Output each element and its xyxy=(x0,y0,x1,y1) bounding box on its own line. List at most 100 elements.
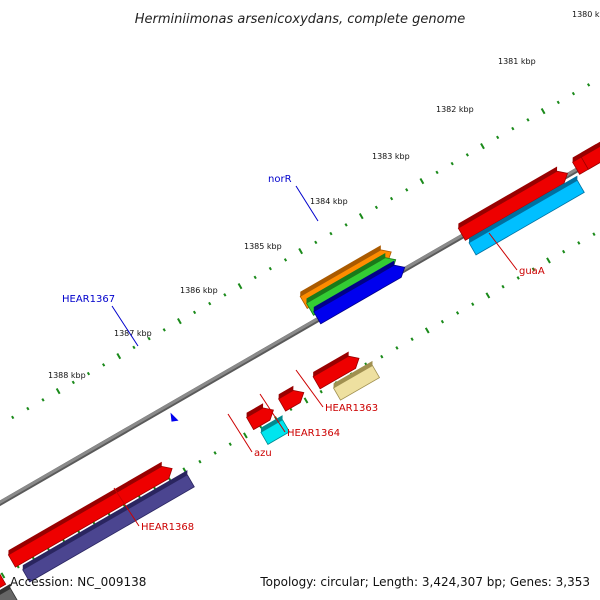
gene-label[interactable]: HEAR1367 xyxy=(62,294,115,305)
feature-body xyxy=(457,170,569,241)
scale-dot xyxy=(465,153,469,157)
scale-dot xyxy=(208,301,212,306)
feature-bevel xyxy=(0,583,11,595)
feature-edge-red[interactable] xyxy=(0,567,7,590)
scale-dot xyxy=(228,442,232,446)
tick-label: 1387 kbp xyxy=(114,329,152,338)
scale-dot xyxy=(540,108,546,115)
scale-dot xyxy=(450,161,454,166)
leader-line xyxy=(113,487,140,527)
feature-body xyxy=(312,355,360,390)
feature-bevel xyxy=(246,403,264,418)
feature-body xyxy=(278,389,305,412)
feature-body xyxy=(332,364,381,401)
feature-hear1364[interactable] xyxy=(278,385,305,412)
feature-hear1368-ortholog[interactable] xyxy=(22,470,195,583)
scale-dot xyxy=(435,170,439,175)
gene-label[interactable]: HEAR1363 xyxy=(325,403,378,414)
tick-label: 1383 kbp xyxy=(372,152,410,161)
gene-label[interactable]: HEAR1368 xyxy=(141,522,194,533)
leader-line xyxy=(488,232,518,271)
scale-dot xyxy=(177,318,182,325)
tick-label: 1380 kbp xyxy=(572,10,600,19)
gene-label[interactable]: guaA xyxy=(519,266,545,277)
feature-bevel xyxy=(333,360,373,388)
scale-dot xyxy=(496,135,500,140)
scale-dot xyxy=(237,283,243,290)
scale-dot xyxy=(243,432,248,439)
feature-guaA[interactable] xyxy=(457,166,569,241)
scale-dot xyxy=(26,406,30,411)
feature-azu[interactable] xyxy=(246,403,274,431)
feature-bevel xyxy=(8,461,162,555)
accession-text: Accession: NC_009138 xyxy=(10,575,147,589)
feature-body xyxy=(22,474,195,583)
leader-line xyxy=(295,369,324,408)
scale-dot xyxy=(405,188,409,192)
scale-dot xyxy=(102,363,106,367)
scale-dot xyxy=(511,126,515,131)
feature-hear1363[interactable] xyxy=(312,351,360,390)
feature-bevel xyxy=(469,175,578,243)
scale-dot xyxy=(314,240,318,245)
leader-line xyxy=(111,305,139,347)
scale-dot xyxy=(592,232,596,236)
scale-dot xyxy=(198,459,202,464)
scale-dot xyxy=(162,328,166,332)
scale-dot xyxy=(116,353,122,360)
feature-hear1363-ortholog[interactable] xyxy=(332,360,381,401)
tick-label: 1385 kbp xyxy=(244,242,282,251)
scale-dot xyxy=(526,118,530,122)
scale-dot xyxy=(577,241,581,245)
scale-dot xyxy=(253,275,257,280)
feature-bevel xyxy=(313,260,395,312)
scale-ticks: 1380 kbp 1381 kbp 1382 kbp 1383 kbp 1384 kbp… xyxy=(0,10,600,579)
scale-dot xyxy=(344,223,348,227)
scale-dot xyxy=(471,302,475,306)
scale-dot xyxy=(501,284,505,289)
scale-dot xyxy=(0,572,6,579)
scale-dot xyxy=(11,415,15,420)
map-title: Herminiimonas arsenicoxydans, complete g… xyxy=(135,12,465,27)
feature-hear1367[interactable] xyxy=(170,412,179,422)
feature-bevel xyxy=(278,385,294,399)
scale-dot xyxy=(41,398,45,402)
scale-dot xyxy=(531,267,535,271)
feature-bevel xyxy=(306,253,386,304)
feature-bevel xyxy=(581,141,600,158)
feature-track xyxy=(0,132,600,600)
scale-dot xyxy=(213,451,217,455)
leader-line xyxy=(227,413,253,453)
scale-dot xyxy=(358,213,364,220)
gene-label[interactable]: HEAR1364 xyxy=(287,428,340,439)
scale-dot xyxy=(86,371,91,376)
leader-line xyxy=(295,185,319,222)
scale-dot xyxy=(395,346,399,350)
tick-label: 1386 kbp xyxy=(180,286,218,295)
scale-dot xyxy=(556,100,560,105)
tick-label: 1381 kbp xyxy=(498,57,536,66)
topology-summary: Topology: circular; Length: 3,424,307 bp… xyxy=(260,575,590,589)
feature-far-red[interactable] xyxy=(580,132,600,170)
scale-dot xyxy=(380,354,384,359)
gene-label[interactable]: azu xyxy=(254,448,272,459)
scale-dot xyxy=(455,311,460,315)
feature-bevel xyxy=(458,166,558,229)
gene-label[interactable]: norR xyxy=(268,174,292,185)
scale-dot xyxy=(485,292,491,299)
scale-dot xyxy=(440,319,445,324)
tick-label: 1388 kbp xyxy=(48,371,86,380)
feature-body xyxy=(0,587,18,600)
feature-body xyxy=(246,407,274,431)
scale-dot xyxy=(223,293,227,297)
scale-dot xyxy=(298,248,304,255)
feature-hear1368[interactable] xyxy=(7,461,173,568)
scale-dot xyxy=(329,231,333,236)
feature-norR-blue[interactable] xyxy=(313,260,406,325)
scale-dot xyxy=(147,336,151,341)
scale-dot xyxy=(419,178,425,185)
feature-edge-grey[interactable] xyxy=(0,583,18,600)
gene-labels: norR HEAR1367 guaA HEAR1363 HEAR1364 azu HEAR1… xyxy=(62,174,545,533)
feature-guaA-ortholog[interactable] xyxy=(468,175,585,256)
feature-body xyxy=(313,264,406,325)
